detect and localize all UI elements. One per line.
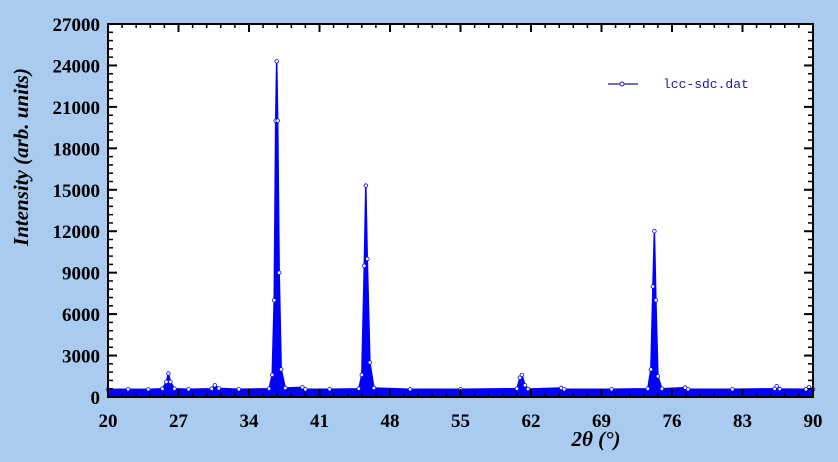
legend-marker xyxy=(619,81,625,87)
data-point xyxy=(777,386,782,392)
data-point xyxy=(168,379,173,384)
y-tick-label: 9000 xyxy=(62,264,100,285)
x-tick-label: 62 xyxy=(522,411,541,432)
data-point xyxy=(525,386,531,392)
data-point xyxy=(659,386,665,391)
data-point xyxy=(365,256,370,262)
legend: lcc-sdc.dat xyxy=(608,77,749,92)
data-point xyxy=(685,387,691,392)
data-point xyxy=(655,374,661,379)
data-point xyxy=(367,360,373,365)
y-tick-label: 6000 xyxy=(62,305,100,326)
data-point xyxy=(146,387,151,392)
x-tick-label: 41 xyxy=(310,411,329,432)
data-point xyxy=(166,371,171,376)
y-tick-label: 12000 xyxy=(53,222,101,243)
data-point xyxy=(279,367,284,372)
y-tick-label: 0 xyxy=(91,388,101,409)
y-tick-label: 3000 xyxy=(62,347,100,368)
x-tick-label: 69 xyxy=(592,411,611,432)
data-point xyxy=(300,385,305,390)
legend-label: lcc-sdc.dat xyxy=(663,77,749,92)
x-tick-label: 76 xyxy=(663,411,682,432)
data-point xyxy=(645,386,650,391)
data-point xyxy=(363,183,368,188)
plot-area xyxy=(108,24,813,397)
data-point xyxy=(209,386,214,391)
data-point xyxy=(327,387,332,392)
x-tick-label: 90 xyxy=(804,411,823,432)
data-point xyxy=(216,386,221,391)
y-tick-label: 18000 xyxy=(53,139,101,160)
x-axis-title: 2θ (°) xyxy=(570,427,620,451)
y-tick-label: 27000 xyxy=(53,15,101,36)
data-point xyxy=(236,387,242,392)
data-point xyxy=(164,379,169,384)
data-point xyxy=(562,387,567,392)
data-point xyxy=(522,383,528,388)
data-point xyxy=(275,118,280,123)
data-point xyxy=(803,387,809,392)
y-tick-label: 21000 xyxy=(53,98,101,119)
data-point xyxy=(648,367,654,372)
data-point xyxy=(356,386,361,391)
data-point xyxy=(774,384,779,389)
y-tick-label: 24000 xyxy=(53,56,101,77)
data-point xyxy=(514,386,520,391)
data-point xyxy=(653,298,659,303)
data-point xyxy=(274,59,279,64)
x-tick-label: 27 xyxy=(169,411,189,432)
data-point xyxy=(266,386,272,391)
data-point xyxy=(609,387,614,392)
data-point xyxy=(277,270,282,275)
data-point xyxy=(212,383,217,388)
x-tick-labels: 20 27 34 41 48 55 62 69 76 83 90 xyxy=(99,411,823,432)
data-point xyxy=(371,385,377,391)
data-point xyxy=(283,385,288,391)
x-tick-label: 48 xyxy=(381,411,400,432)
data-point xyxy=(730,387,735,392)
data-point xyxy=(272,298,277,303)
data-point xyxy=(407,387,413,392)
plot-frame xyxy=(107,23,814,398)
data-point xyxy=(303,387,308,392)
data-point xyxy=(270,372,275,378)
y-axis-title: Intensity (arb. units) xyxy=(9,68,33,247)
y-tick-labels: 0 3000 6000 9000 12000 15000 18000 21000 24000 27… xyxy=(53,15,101,409)
x-tick-label: 55 xyxy=(451,411,470,432)
data-point xyxy=(359,372,364,378)
data-point xyxy=(125,387,131,392)
data-point xyxy=(362,263,367,268)
data-point xyxy=(650,284,656,289)
data-point xyxy=(652,228,657,234)
x-tick-label: 83 xyxy=(733,411,752,432)
data-point xyxy=(172,386,177,391)
data-point xyxy=(160,386,165,391)
data-point xyxy=(186,387,191,392)
data-point xyxy=(519,372,525,378)
x-tick-label: 34 xyxy=(240,411,260,432)
x-tick-label: 20 xyxy=(99,411,118,432)
y-tick-label: 15000 xyxy=(53,181,101,202)
